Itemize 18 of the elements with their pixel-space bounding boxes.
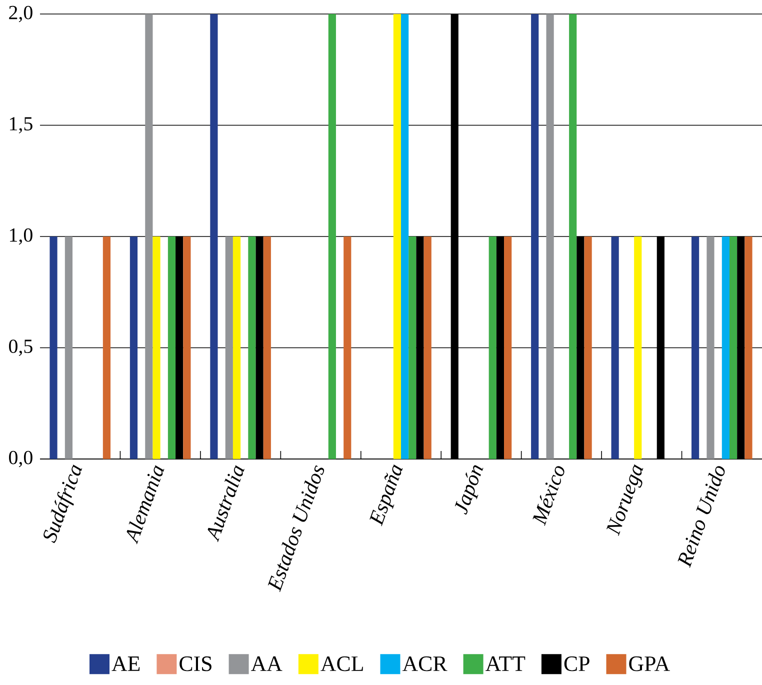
y-tick-label: 1,0 [10,228,32,245]
legend-label: AA [250,656,282,671]
legend-label: ACR [402,656,448,672]
x-tick-label: México [532,466,564,526]
legend-label: CIS [180,656,212,672]
legend-label: GPA [629,656,670,672]
legend-label: ATT [486,656,526,671]
y-tick-label: 1,5 [10,117,32,134]
x-tick-label: España [370,464,403,526]
x-tick-label: Japón [454,465,484,515]
legend-label: ACL [320,656,363,672]
y-tick-label: 0,5 [9,340,32,356]
legend-label: AE [112,656,140,671]
legend-label: CP [564,656,590,672]
x-tick-label: Reino Unido [678,466,725,568]
x-tick-label: Estados Unidos [268,465,324,592]
y-tick-label: 2,0 [9,6,32,22]
y-tick-label: 0,0 [9,450,32,468]
